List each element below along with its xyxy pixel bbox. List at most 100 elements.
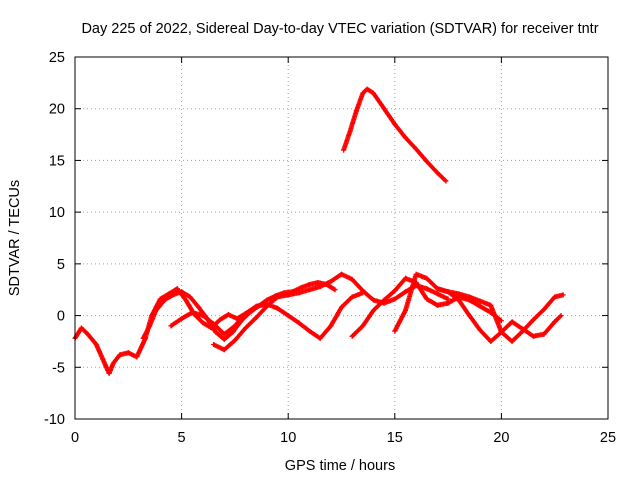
data-point bbox=[211, 321, 217, 327]
data-point bbox=[217, 317, 223, 323]
data-point bbox=[349, 333, 355, 339]
data-point bbox=[509, 319, 515, 325]
y-tick-label: 25 bbox=[49, 50, 65, 66]
data-point bbox=[498, 318, 504, 324]
y-tick-label: 5 bbox=[57, 257, 65, 273]
data-point bbox=[298, 285, 304, 291]
data-point bbox=[296, 290, 302, 296]
x-axis-label: GPS time / hours bbox=[285, 458, 395, 474]
data-point bbox=[509, 338, 515, 344]
x-tick-label: 25 bbox=[600, 430, 616, 446]
data-point bbox=[243, 311, 249, 317]
data-point bbox=[434, 302, 440, 308]
data-point bbox=[307, 287, 313, 293]
data-point bbox=[285, 313, 291, 319]
data-point bbox=[466, 313, 472, 319]
data-point bbox=[315, 279, 321, 285]
data-point bbox=[381, 297, 387, 303]
data-point bbox=[317, 284, 323, 290]
data-point bbox=[466, 294, 472, 300]
data-point bbox=[200, 313, 206, 319]
data-point bbox=[134, 354, 140, 360]
data-point bbox=[392, 288, 398, 294]
data-point bbox=[317, 335, 323, 341]
data-point bbox=[434, 170, 440, 176]
data-point bbox=[328, 278, 334, 284]
data-point bbox=[275, 305, 281, 311]
data-point bbox=[221, 331, 227, 337]
data-point bbox=[232, 337, 238, 343]
data-point bbox=[100, 356, 106, 362]
data-point bbox=[360, 90, 366, 96]
plot-frame bbox=[74, 56, 609, 420]
x-tick-label: 5 bbox=[178, 430, 186, 446]
data-point bbox=[413, 271, 419, 277]
data-point bbox=[211, 342, 217, 348]
data-point bbox=[230, 329, 236, 335]
data-point bbox=[179, 289, 185, 295]
data-point bbox=[413, 146, 419, 152]
series-arc-8 bbox=[434, 286, 566, 344]
data-point bbox=[552, 294, 558, 300]
data-point bbox=[106, 370, 112, 376]
data-point bbox=[445, 300, 451, 306]
data-point bbox=[221, 336, 227, 342]
data-point bbox=[402, 307, 408, 313]
y-axis-label: SDTVAR / TECUs bbox=[7, 180, 23, 296]
data-point bbox=[78, 325, 84, 331]
data-point bbox=[200, 320, 206, 326]
data-point bbox=[275, 294, 281, 300]
data-point bbox=[392, 121, 398, 127]
data-point bbox=[328, 323, 334, 329]
data-point bbox=[296, 320, 302, 326]
data-point bbox=[140, 335, 146, 341]
data-point bbox=[125, 350, 131, 356]
data-point bbox=[243, 325, 249, 331]
data-point bbox=[307, 328, 313, 334]
data-point bbox=[530, 317, 536, 323]
data-point bbox=[434, 291, 440, 297]
x-tick-label: 0 bbox=[71, 430, 79, 446]
data-point bbox=[530, 333, 536, 339]
data-point bbox=[117, 352, 123, 358]
data-point bbox=[174, 286, 180, 292]
data-point bbox=[392, 296, 398, 302]
data-point bbox=[232, 323, 238, 329]
data-point bbox=[552, 319, 558, 325]
data-point bbox=[402, 135, 408, 141]
series-arc-5 bbox=[341, 86, 449, 184]
data-point bbox=[226, 312, 232, 318]
x-tick-label: 20 bbox=[493, 430, 509, 446]
data-point bbox=[360, 323, 366, 329]
y-tick-label: 10 bbox=[49, 205, 65, 221]
data-point bbox=[213, 329, 219, 335]
chart-title: Day 225 of 2022, Sidereal Day-to-day VTE… bbox=[81, 21, 598, 37]
data-point bbox=[162, 297, 168, 303]
data-point bbox=[402, 275, 408, 281]
data-point bbox=[168, 323, 174, 329]
x-tick-label: 10 bbox=[280, 430, 296, 446]
data-point bbox=[520, 328, 526, 334]
series-arc-3 bbox=[168, 290, 366, 341]
data-point bbox=[434, 286, 440, 292]
data-point bbox=[253, 303, 259, 309]
data-point bbox=[392, 328, 398, 334]
x-tick-label: 15 bbox=[387, 430, 403, 446]
data-point bbox=[424, 158, 430, 164]
data-point bbox=[424, 296, 430, 302]
data-point bbox=[264, 303, 270, 309]
data-point bbox=[187, 294, 193, 300]
y-tick-label: -5 bbox=[52, 360, 65, 376]
data-point bbox=[443, 178, 449, 184]
data-point bbox=[93, 342, 99, 348]
data-point bbox=[307, 282, 313, 288]
data-point bbox=[370, 307, 376, 313]
data-point bbox=[360, 288, 366, 294]
data-point bbox=[332, 287, 338, 293]
data-point bbox=[370, 90, 376, 96]
data-point bbox=[85, 331, 91, 337]
data-point bbox=[189, 309, 195, 315]
data-point bbox=[558, 313, 564, 319]
data-point bbox=[339, 304, 344, 310]
data-point bbox=[402, 289, 408, 295]
